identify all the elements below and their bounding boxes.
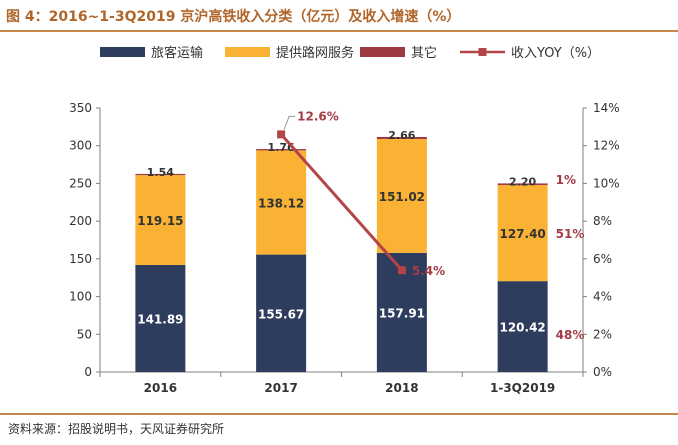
- y-right-tick-label: 12%: [593, 139, 620, 153]
- x-tick-label: 2017: [264, 381, 297, 395]
- bar-network: [376, 138, 427, 253]
- bar-other: [135, 173, 186, 176]
- data-label-other: 2.66: [388, 129, 415, 142]
- y-left-tick-label: 250: [69, 176, 92, 190]
- revenue-chart: 旅客运输 提供路网服务 其它 收入YOY（%） 0 50 100 150 200 250 300 35…: [69, 45, 620, 395]
- y-right-tick-label: 8%: [593, 214, 612, 228]
- legend-label-2: 提供路网服务: [276, 45, 354, 61]
- y-left-tick-label: 300: [69, 139, 92, 153]
- share-label: 51%: [556, 227, 585, 241]
- legend-label-4: 收入YOY（%）: [511, 46, 600, 61]
- y-right-tick-label: 4%: [593, 290, 612, 304]
- chart-title: 图 4：2016~1-3Q2019 京沪高铁收入分类（亿元）及收入增速（%）: [6, 9, 461, 25]
- bar-other: [497, 183, 548, 186]
- y-right-tick-label: 14%: [593, 101, 620, 115]
- y-left-tick-label: 100: [69, 290, 92, 304]
- bar-passenger: [135, 264, 186, 372]
- yoy-line: [280, 133, 403, 272]
- bar-network: [135, 175, 186, 265]
- y-left-tick-label: 200: [69, 214, 92, 228]
- yoy-label: 5.4%: [412, 264, 445, 278]
- data-label-network: 119.15: [137, 214, 183, 228]
- data-label-network: 151.02: [379, 190, 425, 204]
- y-right-tick-label: 10%: [593, 176, 620, 190]
- x-tick-label: 2018: [385, 381, 418, 395]
- data-label-passenger: 120.42: [499, 321, 545, 335]
- y-left-tick-label: 50: [77, 327, 92, 341]
- legend-swatch-1: [100, 47, 145, 57]
- bar-network: [256, 150, 307, 255]
- y-left-tick-label: 350: [69, 101, 92, 115]
- data-label-network: 127.40: [499, 227, 545, 241]
- legend-marker-yoy: [478, 48, 487, 56]
- yoy-label: 12.6%: [297, 109, 339, 123]
- y-left-tick-label: 0: [84, 365, 92, 379]
- bar-other: [256, 149, 307, 151]
- data-label-passenger: 155.67: [258, 307, 304, 321]
- y-right-tick-label: 0%: [593, 365, 612, 379]
- source-note: 资料来源：招股说明书，天风证券研究所: [8, 422, 225, 436]
- bar-passenger: [497, 281, 548, 372]
- title-bar: 图 4：2016~1-3Q2019 京沪高铁收入分类（亿元）及收入增速（%）: [0, 0, 678, 30]
- bar-network: [497, 185, 548, 282]
- data-label-passenger: 141.89: [137, 312, 183, 326]
- y-left-tick-label: 150: [69, 252, 92, 266]
- data-label-other: 1.54: [147, 166, 174, 179]
- yoy-marker: [277, 130, 286, 139]
- data-label-other: 2.20: [509, 175, 536, 188]
- yoy-leader-line: [283, 115, 296, 130]
- y-right-tick-label: 2%: [593, 327, 612, 341]
- y-right-tick-label: 6%: [593, 252, 612, 266]
- legend-label-1: 旅客运输: [151, 45, 203, 61]
- title-rule: [0, 30, 678, 32]
- bar-passenger: [256, 254, 307, 372]
- yoy-marker: [397, 266, 406, 275]
- legend-label-3: 其它: [411, 45, 437, 61]
- bar-other: [376, 136, 427, 139]
- legend-swatch-3: [360, 47, 405, 57]
- x-tick-label: 1-3Q2019: [490, 381, 555, 395]
- legend-swatch-2: [225, 47, 270, 57]
- data-label-passenger: 157.91: [379, 306, 425, 320]
- share-label: 1%: [556, 173, 576, 187]
- data-label-network: 138.12: [258, 196, 304, 210]
- x-tick-label: 2016: [144, 381, 177, 395]
- footer-rule: [0, 413, 678, 415]
- share-label: 48%: [556, 328, 585, 342]
